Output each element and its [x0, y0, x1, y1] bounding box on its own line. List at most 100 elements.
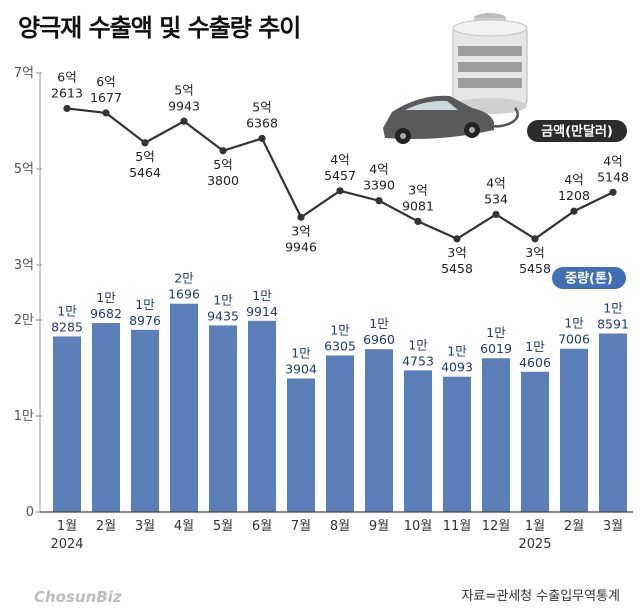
- bar-value-label: 6960: [363, 332, 395, 347]
- bar: [92, 323, 120, 512]
- x-tick-label: 8월: [330, 519, 350, 534]
- x-tick-label: 6월: [252, 519, 272, 534]
- line-value-label: 5457: [324, 168, 356, 183]
- y-tick-label: 1만: [14, 409, 34, 424]
- line-value-label: 1677: [90, 90, 122, 105]
- line-value-label: 9081: [402, 198, 434, 213]
- line-value-label: 4억: [369, 162, 388, 177]
- battery-car-illustration: [383, 13, 528, 144]
- line-value-label: 5458: [519, 261, 551, 276]
- bar-value-label: 1만: [135, 297, 155, 312]
- bar: [209, 325, 237, 512]
- bar: [560, 348, 588, 512]
- line-point: [297, 213, 305, 221]
- bar-value-label: 9914: [246, 304, 278, 319]
- line-point: [414, 217, 422, 226]
- line-value-label: 6368: [246, 115, 278, 130]
- line-point: [492, 210, 500, 219]
- line-value-label: 1208: [558, 188, 590, 203]
- bar-value-label: 9435: [207, 308, 239, 323]
- legend-volume: 중량(톤): [565, 272, 613, 287]
- bar-value-label: 8591: [597, 317, 629, 332]
- bar-value-label: 1만: [408, 337, 428, 352]
- line-value-label: 5억: [213, 157, 232, 172]
- chart-title: 양극재 수출액 및 수출량 추이: [18, 14, 301, 42]
- x-tick-label: 3월: [603, 519, 623, 534]
- bar-value-label: 4753: [402, 353, 434, 368]
- bar: [131, 329, 159, 512]
- x-tick-label: 1월: [525, 519, 545, 534]
- bar-value-label: 9682: [90, 306, 122, 321]
- line-point: [570, 207, 578, 215]
- bar-value-label: 1만: [369, 316, 389, 331]
- bar-value-label: 8976: [129, 313, 161, 328]
- bar-value-label: 1만: [486, 325, 506, 340]
- bar: [287, 378, 315, 512]
- bar-value-label: 3904: [285, 362, 317, 377]
- line-value-label: 5억: [135, 149, 154, 164]
- x-tick-label: 2월: [96, 519, 116, 534]
- line-value-label: 534: [484, 191, 508, 206]
- bar-value-label: 4606: [519, 355, 551, 370]
- line-value-label: 3억: [291, 223, 310, 238]
- x-tick-label: 3월: [135, 519, 155, 534]
- line-value-label: 9946: [285, 239, 317, 254]
- bar-value-label: 1696: [168, 287, 200, 302]
- x-tick-label: 7월: [291, 519, 311, 534]
- line-value-label: 5억: [174, 82, 193, 97]
- x-tick-label: 12월: [482, 519, 511, 534]
- bar-value-label: 6305: [324, 338, 356, 353]
- line-value-label: 4억: [564, 172, 583, 187]
- y-tick-label: 7억: [14, 66, 34, 81]
- year-label: 2025: [518, 537, 551, 552]
- line-value-label: 5억: [252, 99, 271, 114]
- year-label: 2024: [50, 537, 83, 552]
- y-tick-label: 3억: [14, 258, 34, 273]
- line-point: [336, 187, 344, 195]
- line-value-label: 6억: [57, 69, 76, 84]
- bar-value-label: 1만: [252, 288, 272, 303]
- bar: [404, 370, 432, 512]
- bar-value-label: 1만: [447, 344, 467, 359]
- bar-value-label: 2만: [174, 271, 194, 286]
- bar: [170, 303, 198, 512]
- bar-value-label: 1만: [96, 290, 116, 305]
- y-tick-label: 5억: [14, 162, 34, 177]
- x-tick-label: 1월: [57, 519, 77, 534]
- line-value-label: 3억: [525, 245, 544, 260]
- bar-value-label: 1만: [330, 322, 350, 337]
- line-point: [63, 104, 71, 113]
- line-value-label: 4억: [603, 153, 622, 168]
- x-tick-label: 4월: [174, 519, 194, 534]
- line-value-label: 9943: [168, 98, 200, 113]
- line-point: [258, 134, 266, 143]
- bar-value-label: 6019: [480, 341, 512, 356]
- line-value-label: 4억: [486, 175, 505, 190]
- brand-logo: ChosunBiz: [34, 588, 122, 606]
- bar-value-label: 1만: [291, 346, 311, 361]
- line-point: [609, 188, 617, 196]
- bar-value-label: 1만: [213, 292, 233, 307]
- bar: [248, 320, 276, 512]
- bar-value-label: 1만: [564, 316, 584, 331]
- line-point: [375, 197, 383, 205]
- y-tick-label: 2만: [14, 313, 34, 328]
- bar-value-label: 1만: [57, 303, 77, 318]
- line-value-label: 4억: [330, 152, 349, 167]
- bar-value-label: 1만: [525, 339, 545, 354]
- x-tick-label: 5월: [213, 519, 233, 534]
- line-value-label: 3390: [363, 178, 395, 193]
- line-point: [453, 235, 461, 243]
- bar-value-label: 4093: [441, 360, 473, 375]
- bar: [443, 376, 471, 512]
- legend-volume-bg: [552, 267, 626, 289]
- source-note: 자료=관세청 수출입무역통계: [461, 589, 620, 604]
- line-value-label: 3억: [447, 245, 466, 260]
- x-tick-label: 2월: [564, 519, 584, 534]
- bar: [599, 333, 627, 512]
- bar-value-label: 7006: [558, 332, 590, 347]
- line-value-label: 5458: [441, 261, 473, 276]
- line-point: [180, 117, 188, 125]
